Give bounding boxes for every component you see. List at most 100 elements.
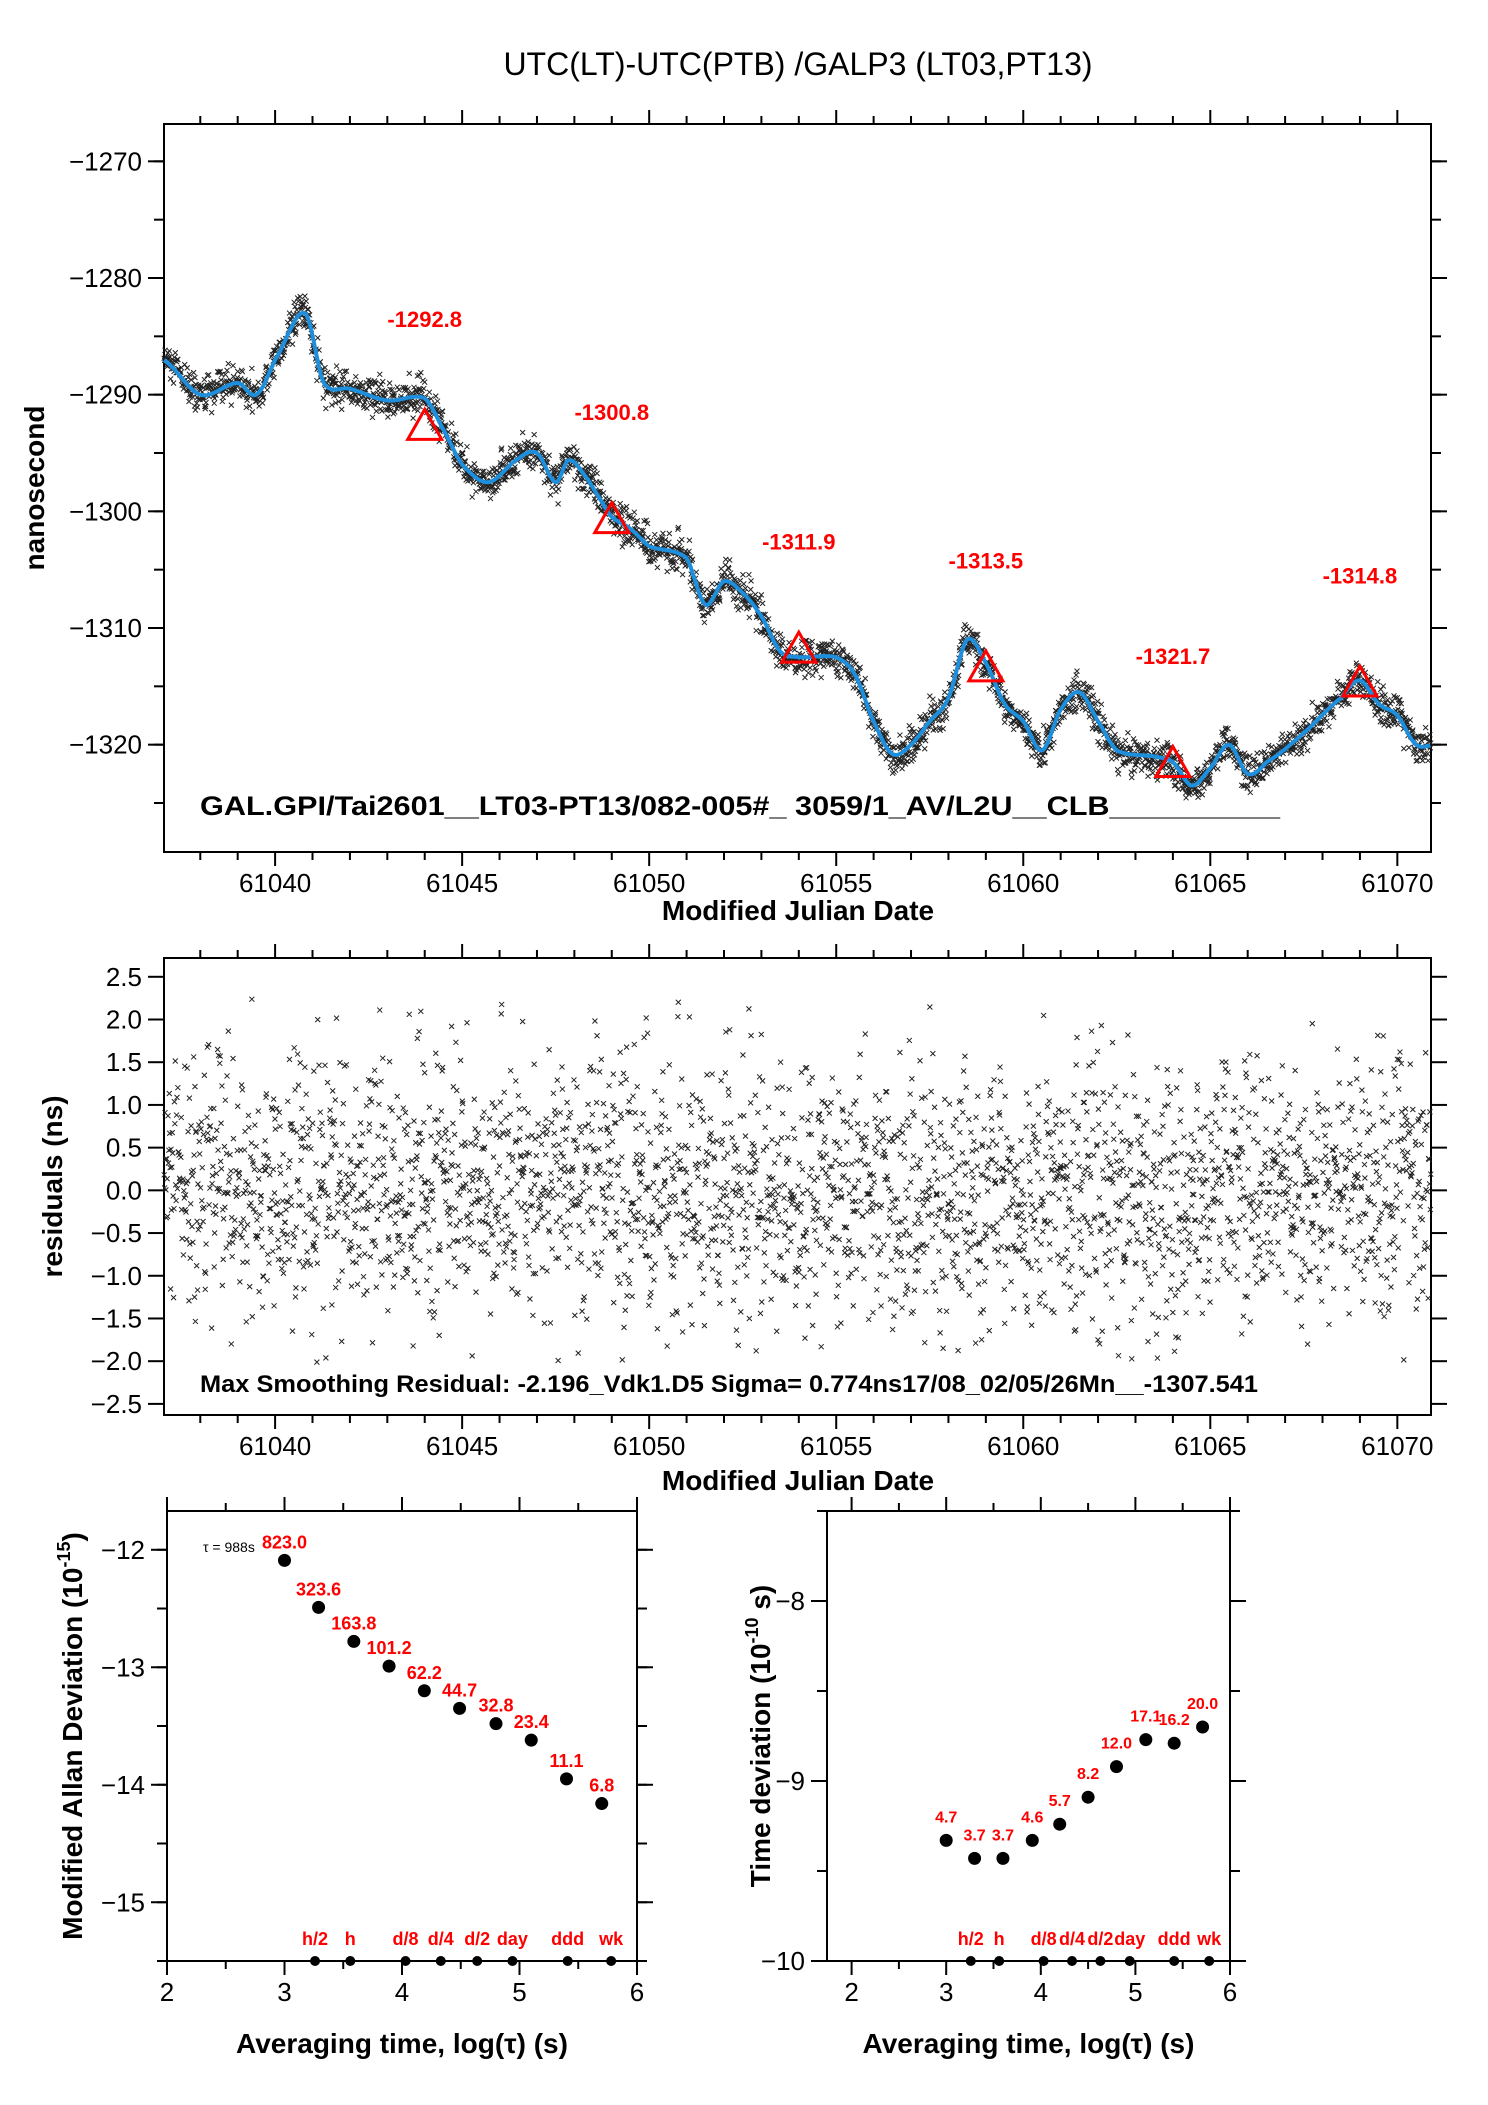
residual-point	[828, 1249, 835, 1255]
residual-point	[808, 1165, 815, 1172]
residual-point	[679, 1240, 686, 1247]
residual-point	[277, 1170, 284, 1177]
residual-point	[316, 1062, 322, 1069]
residual-point	[229, 1239, 236, 1246]
residual-point	[753, 1347, 760, 1354]
residual-point	[456, 1263, 462, 1270]
residual-point	[559, 1126, 566, 1133]
residual-point	[694, 1166, 701, 1172]
residual-point	[614, 1274, 621, 1281]
residual-point	[355, 1207, 362, 1213]
scatter-point	[490, 483, 496, 490]
residual-point	[417, 1008, 424, 1015]
residual-point	[314, 1016, 321, 1023]
residual-point	[813, 1237, 820, 1244]
residual-point	[316, 1193, 323, 1200]
residual-point	[648, 1289, 654, 1296]
residual-point	[271, 1190, 278, 1196]
residual-point	[801, 1274, 807, 1280]
residual-point	[616, 1280, 623, 1287]
residual-point	[491, 1104, 498, 1111]
residual-point	[844, 1252, 851, 1258]
residual-point	[752, 1166, 759, 1173]
residual-point	[402, 1265, 409, 1272]
scatter-point	[576, 456, 583, 463]
scatter-point	[217, 368, 224, 375]
scatter-point	[278, 355, 285, 362]
residual-point	[773, 1328, 780, 1335]
residual-point	[907, 1091, 914, 1097]
residual-point	[206, 1201, 212, 1208]
residual-point	[435, 1129, 442, 1136]
scatter-point	[259, 400, 266, 406]
residual-point	[609, 1138, 616, 1145]
scatter-point	[899, 765, 905, 772]
residual-point	[200, 1131, 207, 1138]
residual-point	[468, 1219, 475, 1226]
residual-point	[619, 1154, 625, 1160]
scatter-point	[174, 356, 181, 363]
residual-point	[906, 1123, 912, 1129]
residual-point	[522, 1233, 529, 1240]
scatter-point	[185, 374, 191, 381]
residual-point	[386, 1253, 393, 1260]
residual-point	[381, 1191, 387, 1198]
residual-point	[560, 1192, 567, 1199]
residual-point	[498, 1001, 505, 1008]
residual-point	[420, 1119, 427, 1126]
residual-point	[826, 1110, 833, 1116]
residual-point	[725, 1215, 731, 1221]
residual-point	[453, 1087, 460, 1094]
residual-point	[461, 1236, 468, 1242]
residual-point	[291, 1234, 298, 1241]
residual-point	[871, 1144, 878, 1151]
residual-point	[173, 1197, 179, 1204]
residual-point	[664, 1343, 671, 1349]
residual-point	[586, 1184, 593, 1191]
scatter-point	[194, 404, 201, 410]
residual-point	[837, 1186, 844, 1193]
residual-point	[417, 1257, 423, 1264]
scatter-point	[439, 408, 446, 415]
residual-point	[772, 1205, 778, 1212]
residual-point	[436, 1241, 443, 1247]
y-tick-label: −0.5	[91, 1218, 142, 1248]
residual-point	[381, 1171, 388, 1178]
residual-point	[892, 1204, 899, 1211]
residual-point	[198, 1197, 205, 1204]
residual-point	[718, 1077, 724, 1084]
residual-point	[805, 1117, 811, 1123]
scatter-point	[1374, 678, 1381, 685]
scatter-point	[291, 299, 298, 306]
residual-point	[769, 1191, 776, 1198]
residual-point	[854, 1120, 861, 1127]
residual-point	[319, 1120, 325, 1127]
residual-point	[442, 1130, 449, 1137]
residual-point	[284, 1231, 291, 1238]
residual-point	[392, 1220, 399, 1227]
residual-point	[618, 1115, 625, 1122]
residual-point	[436, 1332, 443, 1339]
residual-point	[644, 1030, 651, 1037]
series-annotation: GAL.GPI/Tai2601__LT03-PT13/082-005#_ 305…	[200, 791, 1281, 821]
scatter-point	[583, 492, 590, 499]
residual-point	[921, 1339, 928, 1346]
residual-point	[478, 1168, 485, 1175]
residual-point	[654, 1325, 661, 1332]
scatter-point	[581, 486, 588, 493]
residual-point	[842, 1161, 849, 1168]
residual-point	[771, 1186, 778, 1193]
residual-point	[879, 1129, 886, 1136]
residual-point	[507, 1111, 514, 1118]
residual-point	[544, 1126, 551, 1133]
scatter-point	[339, 396, 345, 403]
residual-point	[184, 1065, 191, 1071]
residual-point	[387, 1213, 394, 1219]
scatter-point	[246, 380, 252, 387]
residual-point	[325, 1205, 332, 1211]
residual-point	[217, 1158, 224, 1165]
residual-point	[410, 1233, 417, 1240]
residual-point	[363, 1102, 370, 1109]
residual-point	[324, 1233, 330, 1240]
residual-point	[770, 1175, 776, 1181]
